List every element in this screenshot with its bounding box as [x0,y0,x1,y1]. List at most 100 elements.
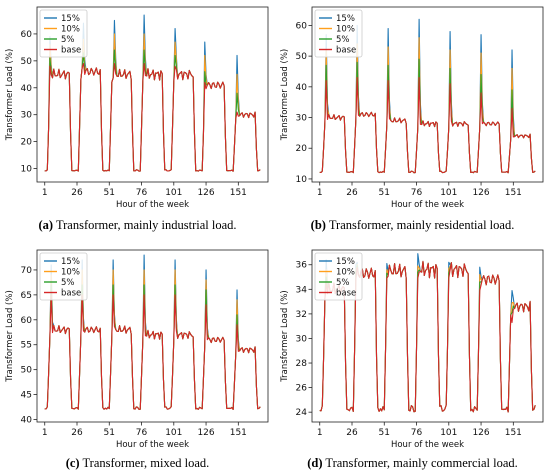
x-tick-label: 126 [197,428,214,438]
legend-label: 10% [61,25,80,35]
caption-tag: (d) [307,456,323,470]
x-tick-label: 1 [42,428,48,438]
x-axis-label: Hour of the week [391,440,464,450]
x-tick-label: 1 [317,188,323,198]
y-axis-label: Transformer Load (%) [5,49,15,142]
caption-text: Transformer, mainly industrial load. [55,218,237,232]
x-tick-label: 26 [346,188,358,198]
caption-a: (a) Transformer, mainly industrial load. [0,218,275,233]
series-line-base [319,77,536,174]
x-axis-label: Hour of the week [116,440,189,450]
y-tick-label: 10 [21,165,33,175]
y-tick-label: 28 [296,359,308,369]
y-tick-label: 26 [296,384,308,394]
legend: 15%10%5%base [314,9,363,58]
legend-label: 10% [336,268,355,278]
y-axis-label: Transformer Load (%) [280,49,290,142]
x-tick-label: 1 [317,428,323,438]
legend-label: 15% [336,14,355,24]
y-tick-label: 20 [296,144,308,154]
caption-tag: (a) [38,218,54,232]
y-tick-label: 60 [21,316,33,326]
x-tick-label: 151 [230,188,247,198]
legend-label: base [336,46,356,56]
x-tick-label: 126 [472,188,489,198]
legend-label: 5% [61,278,75,288]
y-tick-label: 40 [21,416,33,426]
x-tick-label: 101 [165,188,182,198]
legend-label: 15% [61,14,80,24]
x-tick-label: 51 [379,428,390,438]
y-tick-label: 50 [21,366,33,376]
y-tick-label: 60 [21,30,33,40]
legend-label: 15% [61,257,80,267]
y-tick-label: 70 [21,266,33,276]
series-lines [319,18,536,174]
series-line-base [44,62,261,172]
legend-label: base [336,289,356,299]
y-tick-label: 20 [21,138,33,148]
caption-tag: (b) [310,218,326,232]
legend-label: 10% [61,268,80,278]
x-tick-label: 151 [230,428,247,438]
x-axis-label: Hour of the week [391,200,464,210]
series-line-base [44,294,261,411]
y-tick-label: 55 [21,341,32,351]
legend-box [314,252,363,301]
x-tick-label: 51 [379,188,390,198]
series-lines [44,14,261,172]
y-tick-label: 34 [296,285,308,295]
x-tick-label: 151 [505,188,522,198]
x-tick-label: 76 [136,428,148,438]
legend-box [39,9,88,58]
legend-box [314,9,363,58]
y-tick-label: 50 [296,52,308,62]
x-tick-label: 101 [165,428,182,438]
x-tick-label: 126 [197,188,214,198]
legend-label: 10% [336,25,355,35]
y-tick-label: 30 [296,334,308,344]
y-tick-label: 10 [296,175,308,185]
y-tick-label: 60 [296,21,308,31]
x-tick-label: 151 [505,428,522,438]
x-tick-label: 26 [71,188,83,198]
y-tick-label: 40 [21,84,33,94]
x-tick-label: 76 [411,188,423,198]
legend: 15%10%5%base [39,9,88,58]
caption-text: Transformer, mainly residential load. [328,218,515,232]
legend: 15%10%5%base [39,252,88,301]
caption-text: Transformer, mainly commercial load. [325,456,518,470]
caption-c: (c) Transformer, mixed load. [0,456,275,471]
x-tick-label: 26 [346,428,358,438]
x-tick-label: 101 [440,428,457,438]
y-tick-label: 50 [21,57,33,67]
legend-label: 5% [336,278,350,288]
y-tick-label: 65 [21,291,32,301]
x-tick-label: 101 [440,188,457,198]
y-tick-label: 24 [296,408,308,418]
y-tick-label: 40 [296,83,308,93]
legend: 15%10%5%base [314,252,363,301]
y-tick-label: 36 [296,261,308,271]
legend-label: base [61,46,81,56]
legend-label: 15% [336,257,355,267]
x-tick-label: 26 [71,428,83,438]
legend-label: 5% [336,35,350,45]
legend-box [39,252,88,301]
x-tick-label: 76 [411,428,423,438]
y-axis-label: Transformer Load (%) [280,290,290,383]
x-tick-label: 126 [472,428,489,438]
caption-text: Transformer, mixed load. [82,456,210,470]
caption-d: (d) Transformer, mainly commercial load. [275,456,550,471]
caption-tag: (c) [65,456,80,470]
legend-label: 5% [61,35,75,45]
series-lines [44,254,261,411]
x-tick-label: 1 [42,188,48,198]
x-tick-label: 51 [104,188,115,198]
legend-label: base [61,289,81,299]
y-tick-label: 45 [21,391,32,401]
